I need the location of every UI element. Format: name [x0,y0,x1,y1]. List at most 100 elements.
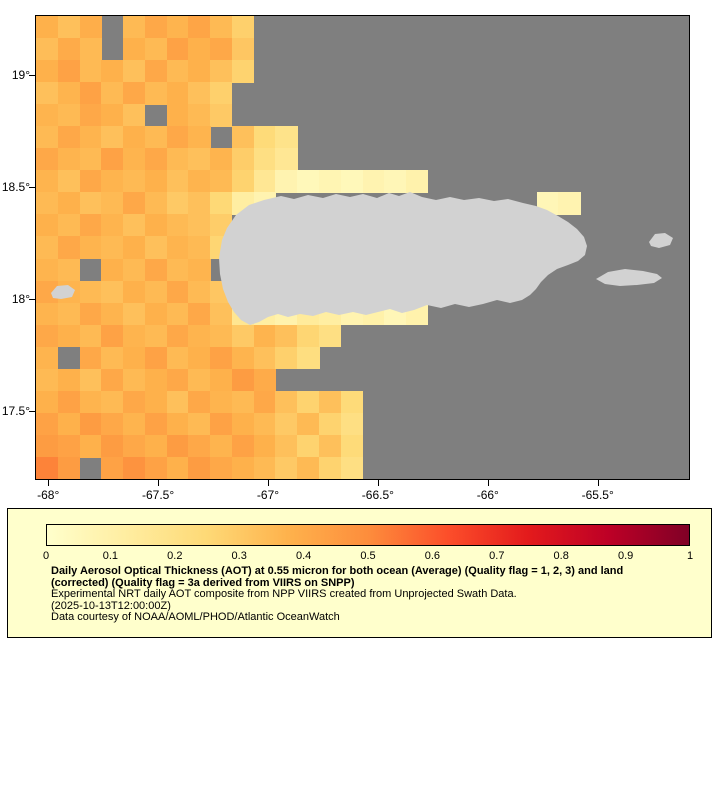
aot-grid-cell [188,412,211,436]
aot-grid-cell [297,434,320,458]
colorbar-tick-label: 0.5 [360,550,376,562]
aot-grid-cell [210,456,233,479]
aot-grid-cell [144,236,168,260]
aot-grid-cell [210,368,233,392]
aot-grid-cell [253,126,277,149]
aot-grid-cell [210,60,233,83]
aot-grid-cell [253,456,277,479]
aot-grid-cell [166,60,189,83]
map-plot-area [35,15,690,480]
aot-grid-cell [36,16,59,39]
aot-grid-cell [275,126,298,149]
colorbar-tick-label: 0.7 [489,550,505,562]
x-axis-tick [487,480,489,486]
aot-grid-cell [101,346,124,370]
aot-grid-cell [210,104,233,127]
aot-grid-cell [231,412,255,436]
aot-grid-cell [166,104,189,127]
aot-grid-cell [166,148,189,171]
aot-grid-cell [101,280,124,304]
aot-grid-cell [297,170,320,193]
aot-grid-cell [166,324,189,348]
colorbar-tick-label: 1 [686,550,694,562]
aot-grid-cell [231,126,255,149]
aot-grid-cell [123,236,146,260]
aot-grid-cell [144,324,168,348]
aot-grid-cell [36,236,59,260]
aot-grid-cell [144,302,168,326]
aot-grid-cell [123,434,146,458]
colorbar-tick-label: 0.3 [231,550,247,562]
aot-grid-cell [79,302,102,326]
aot-grid-cell [275,390,298,414]
aot-grid-cell [275,324,298,348]
aot-grid-cell [188,60,211,83]
y-axis-tick-label: 17.5° [1,403,30,418]
island-mona [51,285,75,299]
aot-grid-cell [144,412,168,436]
aot-grid-cell [123,346,146,370]
aot-grid-cell [144,368,168,392]
aot-grid-cell [57,82,81,105]
aot-grid-cell [144,434,168,458]
aot-grid-cell [79,148,102,171]
aot-grid-cell [231,368,255,392]
aot-grid-cell [166,214,189,238]
aot-grid-cell [57,60,81,83]
colorbar-tick-label: 0.4 [295,550,312,562]
aot-grid-cell [57,302,81,326]
aot-grid-cell [231,60,255,83]
aot-grid-cell [166,302,189,326]
island-puerto-rico [219,192,587,325]
aot-grid-cell [123,38,146,61]
aot-grid-cell [297,456,320,479]
aot-grid-cell [57,368,81,392]
aot-grid-cell [188,346,211,370]
aot-grid-cell [275,456,298,479]
aot-grid-cell [166,236,189,260]
aot-grid-cell [101,148,124,171]
aot-grid-cell [166,170,189,193]
aot-grid-cell [231,346,255,370]
aot-grid-cell [123,412,146,436]
aot-grid-cell [188,302,211,326]
aot-grid-cell [210,38,233,61]
aot-grid-cell [36,82,59,105]
aot-grid-cell [188,236,211,260]
colorbar-tick-label: 0.2 [167,550,183,562]
aot-grid-cell [79,280,102,304]
aot-grid-cell [297,346,320,370]
aot-grid-cell [340,434,364,458]
aot-grid-cell [166,412,189,436]
aot-grid-cell [36,456,59,479]
legend-panel: Daily Aerosol Optical Thickness (AOT) at… [7,508,712,638]
aot-grid-cell [297,324,320,348]
aot-grid-cell [340,456,364,479]
aot-grid-cell [166,192,189,216]
aot-grid-cell [36,60,59,83]
aot-grid-cell [144,346,168,370]
legend-line-experimental: Experimental NRT daily AOT composite fro… [51,588,517,601]
colorbar-tick-label: 0.9 [617,550,634,562]
aot-grid-cell [123,60,146,83]
aot-grid-cell [101,236,124,260]
colorbar-tick-label: 0 [42,550,50,562]
y-axis-tick [29,410,35,412]
aot-grid-cell [188,82,211,105]
island-vieques [596,269,662,286]
aot-grid-cell [144,82,168,105]
aot-grid-cell [166,126,189,149]
aot-grid-cell [57,104,81,127]
aot-grid-cell [210,324,233,348]
aot-grid-cell [231,38,255,61]
aot-grid-cell [210,390,233,414]
x-axis-tick-label: -66° [476,488,499,502]
aot-grid-cell [57,434,81,458]
aot-grid-cell [57,38,81,61]
colorbar-tick-label: 0.6 [424,550,441,562]
aot-grid-cell [362,170,385,193]
aot-grid-cell [101,302,124,326]
aot-grid-cell [253,346,277,370]
aot-grid-cell [406,170,429,193]
aot-grid-cell [144,170,168,193]
